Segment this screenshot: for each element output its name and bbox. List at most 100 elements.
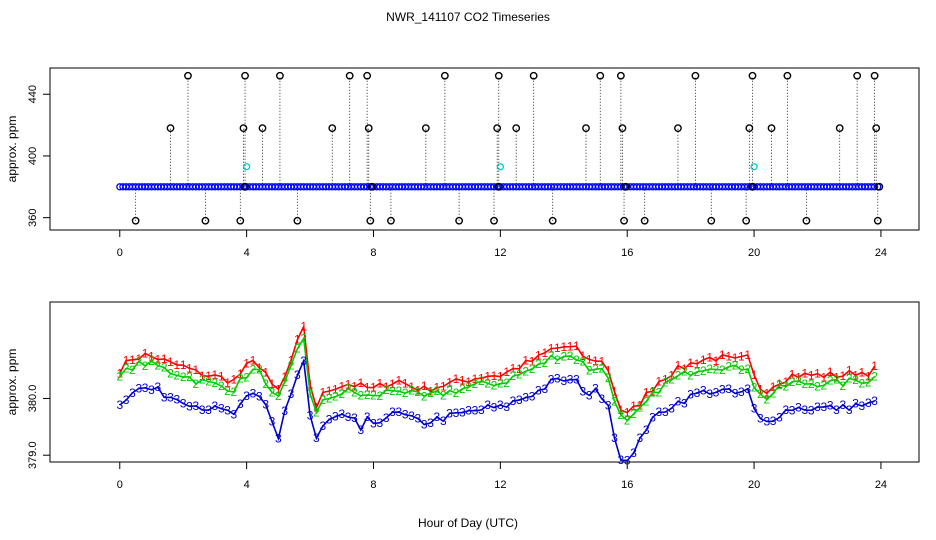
series-3-line	[119, 357, 875, 462]
series-1-marker: 1	[161, 352, 168, 366]
series-1-marker: 1	[338, 380, 345, 394]
series-1-marker: 1	[167, 355, 174, 369]
series-2-marker: 2	[706, 362, 713, 376]
series-1-marker: 1	[808, 368, 815, 382]
series-2-marker: 2	[351, 386, 358, 400]
series-2-marker: 2	[763, 392, 770, 406]
series-2-marker: 2	[376, 389, 383, 403]
series-3-marker: 3	[421, 418, 428, 432]
series-2-marker: 2	[624, 413, 631, 427]
series-2-marker: 2	[535, 357, 542, 371]
series-3-marker: 3	[288, 387, 295, 401]
series-3-marker: 3	[307, 408, 314, 422]
series-1-marker: 1	[472, 372, 479, 386]
series-2-marker: 2	[434, 384, 441, 398]
series-2-marker: 2	[218, 379, 225, 393]
outlier-point	[748, 182, 757, 191]
outlier-point	[440, 71, 449, 80]
series-3-marker: 3	[548, 372, 555, 386]
series-1-marker: 1	[218, 370, 225, 384]
series-2-marker: 2	[592, 362, 599, 376]
series-3-marker: 3	[294, 368, 301, 382]
series-1-marker: 1	[446, 375, 453, 389]
series-2-marker: 2	[338, 387, 345, 401]
series-2-marker: 2	[782, 380, 789, 394]
series-3-marker: 3	[434, 410, 441, 424]
series-2-marker: 2	[174, 368, 181, 382]
bottom-x-tick-label: 8	[370, 479, 376, 491]
series-2-marker: 2	[269, 385, 276, 399]
series-1-marker: 1	[453, 372, 460, 386]
series-2-marker: 2	[224, 384, 231, 398]
series-1-marker: 1	[662, 372, 669, 386]
series-1-marker: 1	[605, 364, 612, 378]
series-2-marker: 2	[154, 359, 161, 373]
series-2-marker: 2	[871, 370, 878, 384]
series-2-marker: 2	[250, 362, 257, 376]
outlier-point	[421, 124, 430, 133]
outlier-point	[640, 216, 649, 225]
series-1-marker: 1	[421, 379, 428, 393]
series-1-marker: 1	[402, 377, 409, 391]
outlier-point	[131, 216, 140, 225]
series-3-marker: 3	[579, 384, 586, 398]
outlier-point	[802, 216, 811, 225]
series-3-marker: 3	[275, 432, 282, 446]
series-1-marker: 1	[484, 369, 491, 383]
series-2-marker: 2	[294, 342, 301, 356]
series-2-marker: 2	[319, 393, 326, 407]
outlier-point	[707, 216, 716, 225]
series-3-marker: 3	[364, 410, 371, 424]
top-x-tick-label: 8	[370, 247, 376, 259]
series-1-marker: 1	[871, 359, 878, 373]
series-1-marker: 1	[326, 384, 333, 398]
series-3-marker: 3	[814, 400, 821, 414]
series-1-marker: 1	[389, 377, 396, 391]
series-2-marker: 2	[579, 355, 586, 369]
series-1-marker: 1	[694, 357, 701, 371]
bottom-x-tick-label: 16	[621, 479, 633, 491]
series-1-marker: 1	[300, 320, 307, 334]
series-1-marker: 1	[193, 363, 200, 377]
series-1-marker: 1	[383, 380, 390, 394]
series-3-marker: 3	[193, 399, 200, 413]
series-2-marker: 2	[757, 387, 764, 401]
series-3-marker: 3	[700, 384, 707, 398]
series-1-marker: 1	[237, 367, 244, 381]
series-2-marker: 2	[554, 353, 561, 367]
series-1-marker: 1	[719, 348, 726, 362]
series-2-marker: 2	[846, 371, 853, 385]
series-2-marker: 2	[332, 390, 339, 404]
outlier-point	[767, 124, 776, 133]
series-3-marker: 3	[871, 394, 878, 408]
bottom-x-tick-label: 4	[244, 479, 250, 491]
outlier-point	[596, 71, 605, 80]
series-3-marker: 3	[503, 400, 510, 414]
series-1-marker: 1	[656, 375, 663, 389]
series-3-marker: 3	[529, 389, 536, 403]
series-1-marker: 1	[630, 399, 637, 413]
series-2-marker: 2	[852, 373, 859, 387]
series-3-marker: 3	[218, 402, 225, 416]
series-3-marker: 3	[833, 403, 840, 417]
series-2-marker: 2	[510, 369, 517, 383]
series-1-marker: 1	[801, 366, 808, 380]
series-2-marker: 2	[694, 365, 701, 379]
series-2-marker: 2	[548, 349, 555, 363]
series-2-marker: 2	[415, 385, 422, 399]
series-2-line	[119, 336, 876, 422]
series-1-marker: 1	[751, 368, 758, 382]
series-3-marker: 3	[357, 423, 364, 437]
series-3-marker: 3	[611, 431, 618, 445]
series-1-marker: 1	[827, 365, 834, 379]
series-2-marker: 2	[751, 380, 758, 394]
series-3-marker: 3	[396, 405, 403, 419]
series-1-marker: 1	[579, 349, 586, 363]
outlier-point	[345, 71, 354, 80]
top-y-tick-label: 360	[27, 208, 39, 226]
series-1-marker: 1	[782, 375, 789, 389]
series-3-marker: 3	[859, 399, 866, 413]
